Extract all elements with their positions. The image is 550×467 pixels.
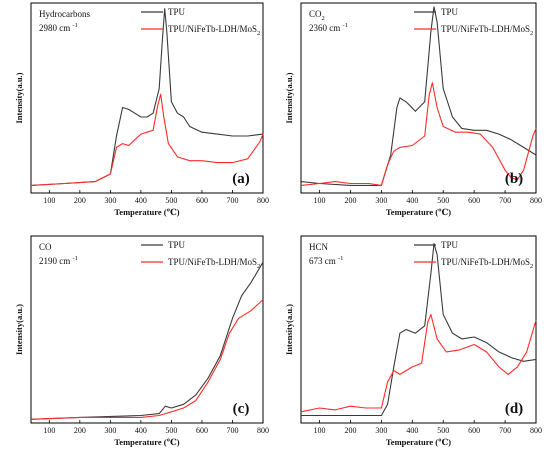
legend-subscript: 2 xyxy=(257,263,260,270)
x-tick-label: 200 xyxy=(344,426,356,435)
panel-label: (d) xyxy=(505,401,523,417)
legend-label-tpu: TPU xyxy=(441,240,459,250)
panel-label: (a) xyxy=(232,171,250,187)
x-tick-label: 500 xyxy=(165,196,177,205)
series-line-composite xyxy=(30,299,264,420)
x-tick-label: 300 xyxy=(104,426,116,435)
x-tick-label: 800 xyxy=(530,426,542,435)
x-tick-label: 500 xyxy=(437,426,449,435)
chart-panel-2: 100 200 300 400 500 600 700 800 Temperature (℃) I… xyxy=(284,2,542,217)
x-tick-label: 300 xyxy=(104,196,116,205)
panel-label: (c) xyxy=(233,401,250,417)
x-tick-label: 200 xyxy=(74,196,86,205)
wavenumber-annotation: 2980 cm -1 xyxy=(39,22,78,33)
legend-subscript: 2 xyxy=(530,263,533,270)
wavenumber-superscript: -1 xyxy=(73,255,78,262)
legend-label-composite: TPU/NiFeTb-LDH/MoS2 xyxy=(168,257,260,270)
wavenumber-annotation: 2360 cm -1 xyxy=(309,22,348,33)
legend-label-tpu: TPU xyxy=(441,7,459,17)
y-axis-label: Intensity(a.u.) xyxy=(14,304,24,355)
gas-annotation: CO xyxy=(39,242,52,252)
x-tick-label: 600 xyxy=(468,426,480,435)
x-tick-label: 700 xyxy=(226,196,238,205)
wavenumber-superscript: -1 xyxy=(343,22,348,29)
x-tick-label: 100 xyxy=(314,426,326,435)
legend-label-composite: TPU/NiFeTb-LDH/MoS2 xyxy=(441,257,533,270)
x-tick-label: 400 xyxy=(406,426,418,435)
legend-label-tpu: TPU xyxy=(168,7,186,17)
x-tick-label: 800 xyxy=(530,196,542,205)
x-tick-label: 700 xyxy=(499,426,511,435)
x-tick-label: 800 xyxy=(257,426,269,435)
x-tick-label: 500 xyxy=(165,426,177,435)
wavenumber-annotation: 673 cm -1 xyxy=(309,255,343,266)
legend-label-composite: TPU/NiFeTb-LDH/MoS2 xyxy=(441,24,533,37)
gas-annotation: Hydrocarbons xyxy=(39,9,90,19)
gas-subscript: 2 xyxy=(322,15,325,22)
y-axis-label: Intensity(a.u.) xyxy=(284,72,294,123)
x-axis-label: Temperature (℃) xyxy=(114,437,179,447)
x-tick-label: 600 xyxy=(196,196,208,205)
x-axis-label: Temperature (℃) xyxy=(114,207,179,217)
legend-label-composite: TPU/NiFeTb-LDH/MoS2 xyxy=(168,24,260,37)
x-tick-label: 700 xyxy=(226,426,238,435)
x-tick-label: 200 xyxy=(74,426,86,435)
wavenumber-superscript: -1 xyxy=(73,22,78,29)
x-tick-label: 600 xyxy=(468,196,480,205)
gas-annotation: CO2 xyxy=(309,9,325,22)
legend-label-tpu: TPU xyxy=(168,240,186,250)
x-tick-label: 600 xyxy=(196,426,208,435)
panel-label: (b) xyxy=(505,171,523,187)
x-axis-label: Temperature (℃) xyxy=(386,437,451,447)
series-line-composite xyxy=(300,313,537,413)
series-line-composite xyxy=(300,82,537,186)
plot-frame xyxy=(300,2,537,194)
legend-subscript: 2 xyxy=(530,30,533,37)
x-tick-label: 100 xyxy=(43,426,55,435)
x-tick-label: 400 xyxy=(135,426,147,435)
wavenumber-superscript: -1 xyxy=(338,255,343,262)
x-tick-label: 400 xyxy=(406,196,418,205)
series-line-tpu xyxy=(30,8,264,186)
x-tick-label: 500 xyxy=(437,196,449,205)
x-axis-label: Temperature (℃) xyxy=(386,207,451,217)
series-line-tpu xyxy=(30,261,264,420)
gas-annotation: HCN xyxy=(309,242,329,252)
plot-frame xyxy=(30,235,264,424)
y-axis-label: Intensity(a.u.) xyxy=(14,72,24,123)
x-tick-label: 100 xyxy=(314,196,326,205)
x-tick-label: 300 xyxy=(375,196,387,205)
x-tick-label: 100 xyxy=(43,196,55,205)
chart-panel-3: 100 200 300 400 500 600 700 800 Temperature (℃) I… xyxy=(14,235,269,447)
plot-frame xyxy=(30,2,264,194)
chart-panel-4: 100 200 300 400 500 600 700 800 Temperature (℃) I… xyxy=(284,235,542,447)
plot-frame xyxy=(300,235,537,424)
series-line-tpu xyxy=(301,242,537,417)
y-axis-label: Intensity(a.u.) xyxy=(284,304,294,355)
series-line-composite xyxy=(30,93,264,186)
x-tick-label: 700 xyxy=(499,196,511,205)
legend-subscript: 2 xyxy=(257,30,260,37)
chart-panel-1: 100 200 300 400 500 600 700 800 Temperature (℃) I… xyxy=(14,2,269,217)
wavenumber-annotation: 2190 cm -1 xyxy=(39,255,78,266)
x-tick-label: 800 xyxy=(257,196,269,205)
x-tick-label: 200 xyxy=(344,196,356,205)
x-tick-label: 400 xyxy=(135,196,147,205)
x-tick-label: 300 xyxy=(375,426,387,435)
